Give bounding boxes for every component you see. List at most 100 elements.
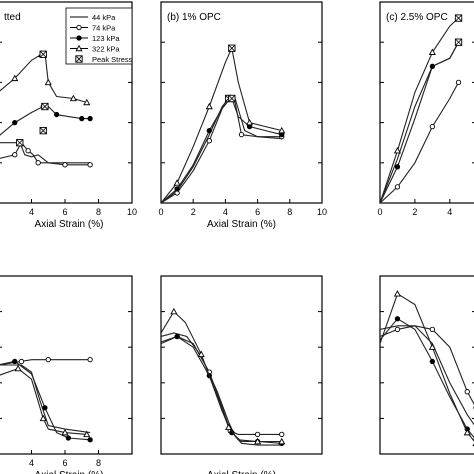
data-point — [65, 435, 72, 441]
legend-label: 322 kPa — [92, 45, 120, 54]
x-tick-label: 10 — [127, 207, 137, 217]
x-tick-label: 10 — [317, 207, 327, 217]
data-point — [53, 111, 60, 118]
data-point — [87, 115, 93, 122]
series-line-322-kPa — [380, 292, 474, 442]
data-point — [12, 152, 18, 158]
series-line-44-kPa — [0, 142, 91, 164]
data-point — [393, 290, 402, 297]
data-point — [393, 147, 402, 154]
peak-stress-marker-cross-b — [39, 127, 47, 135]
panel-title: tted — [4, 12, 21, 23]
x-axis-title: Axial Strain (%) — [207, 219, 276, 230]
data-point — [225, 423, 233, 430]
data-point — [35, 160, 41, 166]
data-point — [87, 162, 93, 168]
series-line-74-kPa — [161, 97, 282, 203]
data-point — [174, 186, 180, 192]
data-point — [39, 414, 47, 422]
legend-label: 44 kPa — [92, 13, 116, 22]
legend-label: Peak Stress — [92, 55, 133, 64]
data-point — [173, 179, 181, 186]
data-point — [12, 358, 18, 365]
data-point — [463, 428, 471, 436]
data-point — [83, 98, 91, 106]
x-tick-label: 4 — [223, 207, 228, 217]
series-line-322-kPa — [161, 46, 282, 203]
legend-marker — [75, 44, 83, 52]
panel-bottom-right — [379, 275, 474, 455]
data-point — [87, 437, 93, 443]
data-point — [238, 132, 245, 138]
data-point — [18, 358, 25, 365]
peak-stress-marker-cross-b — [39, 50, 47, 58]
panel-title: (b) 1% OPC — [167, 12, 221, 23]
data-point — [245, 118, 254, 126]
x-tick-label: 4 — [29, 458, 34, 468]
series-line-74-kPa — [161, 335, 282, 435]
data-point — [254, 431, 261, 438]
data-point — [464, 389, 470, 395]
data-point — [455, 79, 462, 86]
legend-label: 74 kPa — [92, 24, 116, 33]
panel-top-right: 0 2 4 (c) 2.5% OPC — [377, 1, 474, 217]
x-tick-label: 4 — [29, 207, 34, 217]
data-point — [429, 326, 436, 333]
series-line-44-kPa — [380, 325, 474, 426]
data-point — [61, 428, 69, 436]
data-point — [394, 164, 401, 170]
x-tick-label: 8 — [96, 458, 101, 468]
series-line-322-kPa — [0, 367, 87, 435]
peak-stress-marker-cross-b — [455, 14, 463, 22]
data-point — [170, 307, 178, 315]
x-tick-label: 0 — [377, 207, 382, 217]
panel-bottom-middle: Axial Strain (%) — [160, 275, 323, 474]
data-point — [11, 74, 19, 82]
data-point — [206, 138, 212, 144]
x-axis-title: Axial Strain (%) — [35, 470, 104, 474]
data-point — [254, 437, 262, 445]
data-point — [174, 333, 180, 340]
data-point — [69, 94, 77, 102]
series-line-123-kPa — [380, 317, 474, 439]
x-tick-label: 2 — [412, 207, 417, 217]
data-point — [206, 127, 212, 134]
x-tick-label: 0 — [158, 207, 163, 217]
data-point — [25, 148, 31, 154]
x-tick-label: 8 — [96, 207, 101, 217]
series-line-74-kPa — [380, 82, 459, 203]
data-point — [45, 357, 51, 363]
data-point — [279, 431, 285, 438]
series-line-322-kPa — [161, 310, 282, 443]
panel-frame — [379, 275, 474, 455]
data-point — [197, 350, 205, 358]
series-group — [380, 14, 463, 203]
series-line-123-kPa — [161, 335, 282, 444]
data-point — [278, 437, 286, 445]
legend-marker — [76, 35, 82, 41]
data-point — [205, 102, 213, 110]
series-line-74-kPa — [0, 141, 91, 166]
x-tick-label: 6 — [255, 207, 260, 217]
panel-frame — [160, 1, 323, 204]
panel-top-left: 4 6 8 10 Axial Strain (%) tted — [0, 1, 137, 230]
data-point — [14, 364, 22, 372]
series-group — [0, 50, 93, 168]
x-tick-label: 8 — [287, 207, 292, 217]
data-point — [428, 343, 436, 350]
data-point — [42, 405, 48, 411]
peak-stress-marker-cross-b — [455, 38, 463, 46]
panel-top-middle: 0 2 4 6 8 10 Axial Strain (%) (b) 1% OPC — [158, 1, 327, 230]
x-axis-title: Axial Strain (%) — [35, 219, 104, 230]
series-group — [161, 307, 286, 446]
peak-stress-marker-cross-b — [228, 94, 236, 102]
legend-peak-marker-cross-b — [75, 55, 83, 63]
data-point — [394, 326, 401, 333]
series-line-123-kPa — [380, 41, 459, 203]
data-point — [429, 63, 436, 69]
legend-label: 123 kPa — [92, 34, 120, 43]
data-point — [428, 48, 436, 55]
series-line-322-kPa — [380, 17, 459, 203]
data-point — [12, 119, 18, 126]
